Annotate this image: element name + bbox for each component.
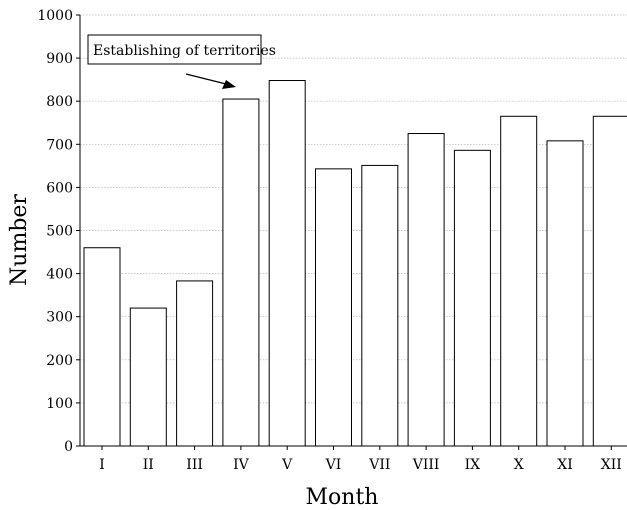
y-axis-ticks: 0 100 200 300 400 500 600 700 800 900 1000 bbox=[37, 8, 80, 455]
y-tick-label: 1000 bbox=[37, 8, 73, 24]
bar bbox=[407, 133, 445, 447]
bar bbox=[222, 98, 260, 447]
x-tick-label: X bbox=[514, 457, 524, 473]
bar bbox=[315, 168, 352, 447]
y-tick-label: 800 bbox=[46, 94, 73, 110]
y-tick-label: 600 bbox=[46, 180, 73, 196]
x-axis-ticks: I II III IV V VI VII VIII IX X XI XII bbox=[99, 446, 622, 473]
y-tick-label: 700 bbox=[46, 137, 73, 153]
x-tick-label: I bbox=[99, 457, 105, 473]
annotation: Establishing of territories bbox=[87, 34, 276, 89]
bar bbox=[592, 115, 627, 447]
y-tick-label: 500 bbox=[46, 224, 73, 240]
x-tick-label: III bbox=[186, 457, 203, 473]
bar bbox=[83, 247, 121, 447]
y-tick-label: 0 bbox=[64, 439, 73, 455]
x-tick-label: IX bbox=[465, 457, 481, 473]
bar bbox=[176, 280, 214, 447]
y-tick-label: 100 bbox=[46, 396, 73, 412]
annotation-box bbox=[87, 34, 262, 65]
x-tick-label: XII bbox=[601, 457, 622, 473]
bar bbox=[500, 115, 538, 447]
bar bbox=[268, 80, 306, 447]
y-axis-label: Number bbox=[7, 194, 32, 286]
annotation-arrowhead bbox=[222, 80, 236, 89]
y-tick-label: 400 bbox=[46, 267, 73, 283]
bars bbox=[83, 80, 627, 447]
x-tick-label: V bbox=[281, 457, 293, 473]
bar bbox=[453, 149, 491, 447]
x-tick-label: XI bbox=[557, 457, 573, 473]
y-tick-label: 900 bbox=[46, 51, 73, 67]
bar bbox=[361, 164, 399, 447]
x-tick-label: IV bbox=[233, 457, 250, 473]
y-tick-label: 200 bbox=[46, 353, 73, 369]
bar bbox=[546, 140, 584, 447]
x-tick-label: II bbox=[143, 457, 154, 473]
annotation-text: Establishing of territories bbox=[93, 43, 276, 59]
y-tick-label: 300 bbox=[46, 310, 73, 326]
x-tick-label: VII bbox=[368, 457, 390, 473]
x-tick-label: VI bbox=[325, 457, 342, 473]
annotation-arrow bbox=[185, 73, 227, 85]
bar bbox=[129, 307, 167, 447]
x-axis-label: Month bbox=[306, 485, 379, 510]
x-tick-label: VIII bbox=[412, 457, 440, 473]
